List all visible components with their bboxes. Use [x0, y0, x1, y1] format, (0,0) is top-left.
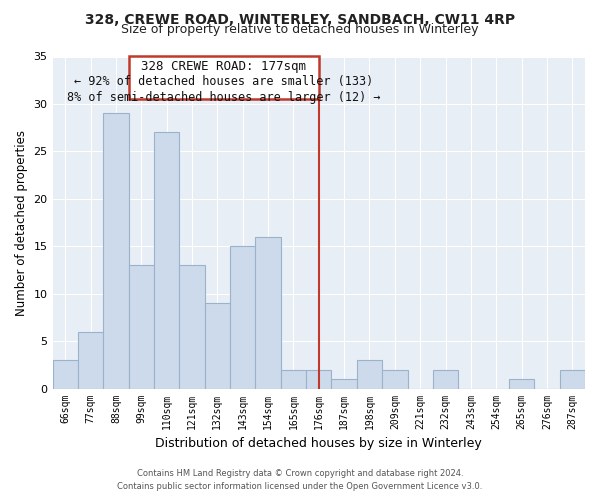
Bar — [154, 132, 179, 388]
Text: 8% of semi-detached houses are larger (12) →: 8% of semi-detached houses are larger (1… — [67, 90, 380, 104]
Bar — [357, 360, 382, 388]
Bar — [560, 370, 585, 388]
Bar — [128, 56, 319, 99]
Y-axis label: Number of detached properties: Number of detached properties — [15, 130, 28, 316]
X-axis label: Distribution of detached houses by size in Winterley: Distribution of detached houses by size … — [155, 437, 482, 450]
Bar — [205, 303, 230, 388]
Bar — [128, 265, 154, 388]
Text: 328, CREWE ROAD, WINTERLEY, SANDBACH, CW11 4RP: 328, CREWE ROAD, WINTERLEY, SANDBACH, CW… — [85, 12, 515, 26]
Bar — [331, 379, 357, 388]
Text: ← 92% of detached houses are smaller (133): ← 92% of detached houses are smaller (13… — [74, 76, 373, 88]
Bar — [382, 370, 407, 388]
Text: Contains HM Land Registry data © Crown copyright and database right 2024.
Contai: Contains HM Land Registry data © Crown c… — [118, 470, 482, 491]
Bar — [509, 379, 534, 388]
Bar — [103, 114, 128, 388]
Bar — [256, 237, 281, 388]
Bar — [230, 246, 256, 388]
Bar — [78, 332, 103, 388]
Bar — [281, 370, 306, 388]
Text: 328 CREWE ROAD: 177sqm: 328 CREWE ROAD: 177sqm — [141, 60, 306, 74]
Bar — [179, 265, 205, 388]
Bar — [433, 370, 458, 388]
Text: Size of property relative to detached houses in Winterley: Size of property relative to detached ho… — [121, 24, 479, 36]
Bar — [306, 370, 331, 388]
Bar — [53, 360, 78, 388]
